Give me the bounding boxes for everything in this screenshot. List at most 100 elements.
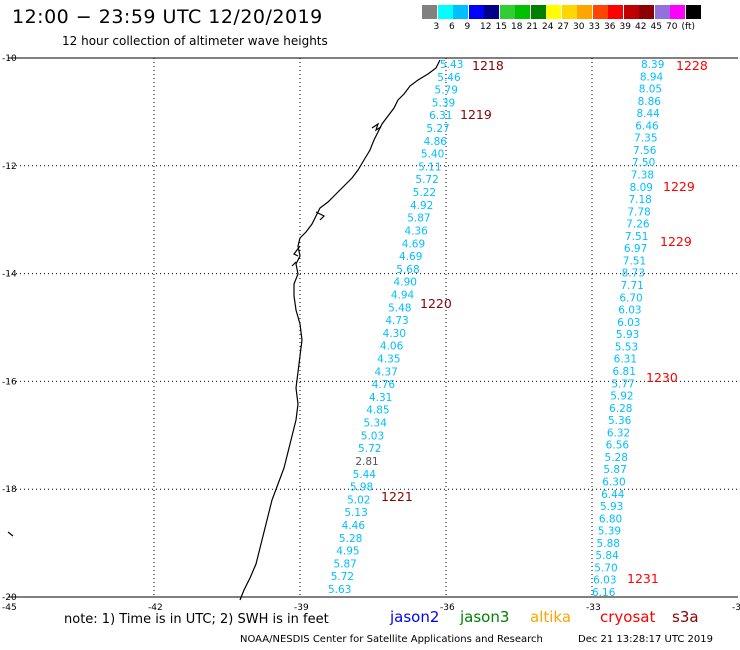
color-scale-swatch bbox=[654, 5, 670, 19]
pass-time-label: 1228 bbox=[676, 58, 708, 73]
wave-height-value: 6.31 bbox=[614, 354, 637, 366]
satellite-name-s3a: s3a bbox=[672, 608, 699, 626]
latitude-label: -16 bbox=[2, 377, 17, 387]
color-scale-label: 24 bbox=[542, 22, 554, 32]
color-scale-swatch bbox=[546, 5, 561, 19]
pass-time-label: 1218 bbox=[472, 58, 504, 73]
color-scale-label: 9 bbox=[464, 22, 471, 32]
color-scale-label: (ft) bbox=[681, 22, 696, 32]
wave-height-value: 6.46 bbox=[635, 120, 659, 132]
wave-height-value: 6.97 bbox=[624, 243, 647, 255]
color-scale-swatch bbox=[592, 5, 608, 19]
generated-time: Dec 21 13:28:17 UTC 2019 bbox=[578, 634, 713, 645]
color-scale-label: 39 bbox=[619, 22, 631, 32]
wave-height-value: 6.30 bbox=[602, 476, 625, 488]
wave-height-value: 5.87 bbox=[333, 558, 356, 570]
color-scale-swatch bbox=[453, 5, 468, 19]
wave-height-value: 4.06 bbox=[380, 341, 404, 353]
wave-height-value: 4.73 bbox=[385, 315, 408, 327]
wave-height-value: 8.09 bbox=[630, 182, 653, 194]
wave-height-value: 4.31 bbox=[369, 392, 392, 404]
wave-height-value: 5.70 bbox=[594, 562, 617, 574]
color-scale-label: 36 bbox=[604, 22, 616, 32]
wave-height-value: 7.18 bbox=[628, 194, 651, 206]
color-scale-label: 18 bbox=[511, 22, 523, 32]
wave-height-value: 5.93 bbox=[616, 329, 639, 341]
pass-time-label: 1231 bbox=[627, 571, 659, 586]
wave-height-value: 7.38 bbox=[631, 170, 654, 182]
pass-time-label: 1230 bbox=[646, 370, 678, 385]
pass-time-label: 1229 bbox=[660, 234, 692, 249]
wave-height-value: 4.37 bbox=[374, 366, 397, 378]
wave-height-value: 4.35 bbox=[377, 354, 400, 366]
wave-height-value: 5.11 bbox=[418, 161, 441, 173]
wave-height-value: 5.44 bbox=[353, 469, 377, 481]
wave-height-value: 5.87 bbox=[407, 213, 430, 225]
wave-height-value: 5.36 bbox=[608, 415, 632, 427]
map-title: 12:00 − 23:59 UTC 12/20/2019 bbox=[12, 6, 323, 28]
longitude-label: -36 bbox=[440, 603, 455, 613]
wave-height-value: 8.44 bbox=[636, 108, 660, 120]
wave-height-value: 6.80 bbox=[599, 513, 622, 525]
wave-height-value: 5.53 bbox=[615, 341, 638, 353]
wave-height-value: 6.31 bbox=[429, 110, 452, 122]
wave-height-value: 4.92 bbox=[410, 200, 433, 212]
color-scale-swatch bbox=[685, 5, 701, 19]
wave-height-value: 5.46 bbox=[437, 72, 461, 84]
wave-height-value: 5.88 bbox=[597, 538, 620, 550]
wave-height-value: 6.03 bbox=[593, 575, 616, 587]
wave-height-value: 5.13 bbox=[344, 507, 367, 519]
latitude-label: -18 bbox=[2, 485, 17, 495]
wave-height-value: 6.81 bbox=[613, 366, 636, 378]
pass-time-label: 1221 bbox=[381, 489, 413, 504]
wave-height-value: 4.30 bbox=[383, 328, 406, 340]
wave-height-value: 5.02 bbox=[347, 494, 370, 506]
color-scale-swatch bbox=[608, 5, 623, 19]
color-scale-swatch bbox=[499, 5, 515, 19]
color-scale-label: 3 bbox=[433, 22, 440, 32]
wave-height-value: 5.39 bbox=[432, 97, 455, 109]
satellite-name-jason2: jason2 bbox=[390, 608, 440, 626]
color-scale-swatch bbox=[670, 5, 685, 19]
wave-height-value: 5.63 bbox=[328, 584, 351, 596]
footer-note: note: 1) Time is in UTC; 2) SWH is in fe… bbox=[64, 612, 329, 627]
color-scale-label: 45 bbox=[650, 22, 662, 32]
wave-height-value: 5.27 bbox=[426, 123, 449, 135]
color-scale-label: 42 bbox=[635, 22, 647, 32]
wave-height-value: 5.79 bbox=[435, 85, 458, 97]
wave-height-value: 8.39 bbox=[641, 59, 664, 71]
wave-height-value: 5.77 bbox=[611, 378, 634, 390]
wave-height-value: 5.72 bbox=[415, 174, 438, 186]
color-scale-label: 12 bbox=[480, 22, 492, 32]
wave-height-value: 8.94 bbox=[640, 71, 664, 83]
color-scale-label: 30 bbox=[573, 22, 585, 32]
wave-height-value: 7.78 bbox=[627, 206, 650, 218]
wave-height-value: 5.72 bbox=[331, 571, 354, 583]
color-scale-label: 33 bbox=[588, 22, 600, 32]
wave-height-value: 5.72 bbox=[358, 443, 381, 455]
color-scale-swatch bbox=[484, 5, 499, 19]
color-scale-label: 21 bbox=[526, 22, 538, 32]
wave-height-value: 8.86 bbox=[638, 96, 662, 108]
color-scale-swatch bbox=[577, 5, 592, 19]
wave-height-value: 6.28 bbox=[609, 403, 632, 415]
credit-text: NOAA/NESDIS Center for Satellite Applica… bbox=[240, 634, 543, 645]
wave-height-value: 5.98 bbox=[350, 482, 373, 494]
coastline-detail bbox=[7, 122, 382, 537]
wave-height-value: 4.90 bbox=[394, 277, 417, 289]
wave-height-value: 6.44 bbox=[601, 489, 625, 501]
satellite-name-altika: altika bbox=[530, 608, 572, 626]
wave-height-value: 5.84 bbox=[595, 550, 619, 562]
wave-height-value: 5.28 bbox=[605, 452, 628, 464]
wave-height-value: 5.03 bbox=[361, 430, 384, 442]
latitude-label: -14 bbox=[2, 270, 17, 280]
color-scale-swatch bbox=[561, 5, 577, 19]
wave-height-value: 5.68 bbox=[396, 264, 419, 276]
wave-height-value: 6.32 bbox=[607, 427, 630, 439]
wave-height-value: 7.51 bbox=[625, 231, 648, 243]
wave-height-value: 4.36 bbox=[404, 225, 428, 237]
coastline bbox=[239, 59, 441, 601]
wave-height-value: 7.35 bbox=[634, 133, 657, 145]
latitude-label: -10 bbox=[2, 54, 17, 64]
